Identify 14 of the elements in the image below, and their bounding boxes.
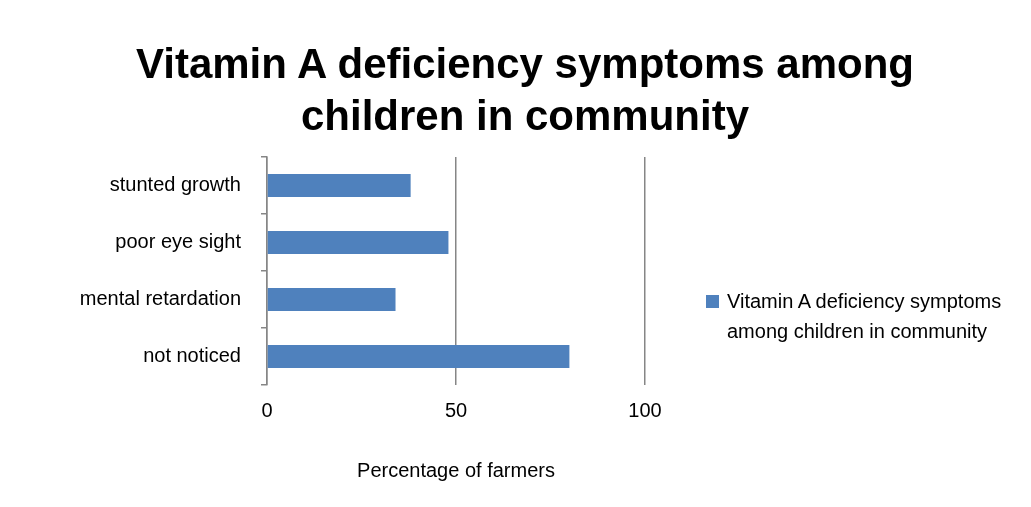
x-tick-label: 0 xyxy=(261,398,273,421)
y-tick-label: poor eye sight xyxy=(115,230,242,253)
bar xyxy=(267,174,411,197)
legend-label: Vitamin A deficiency symptoms among children in community xyxy=(727,289,1003,344)
bar xyxy=(267,288,396,311)
chart-title: Vitamin A deficiency symptoms among children in community xyxy=(135,39,915,141)
y-tick-label: mental retardation xyxy=(79,287,241,310)
x-tick-label: 100 xyxy=(628,398,662,421)
y-tick-label: not noticed xyxy=(143,344,241,367)
bar xyxy=(267,345,570,368)
y-tick-label: stunted growth xyxy=(109,173,241,196)
x-tick-label: 50 xyxy=(444,398,468,421)
bar xyxy=(267,231,449,254)
x-axis-title: Percentage of farmers xyxy=(357,458,555,481)
